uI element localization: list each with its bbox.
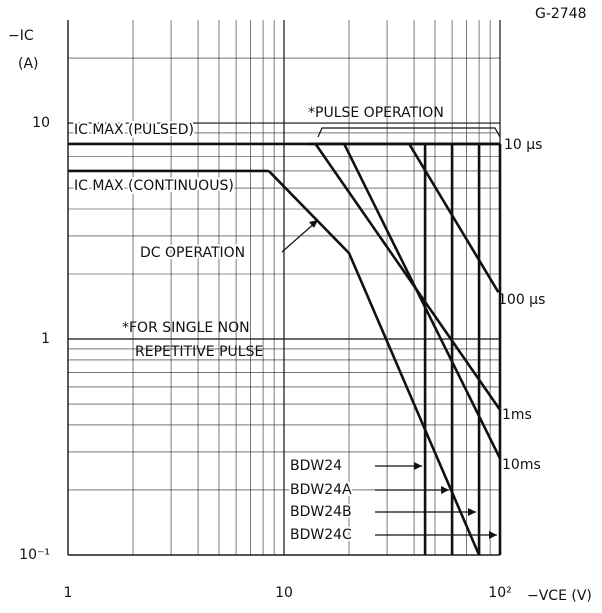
arrow-head	[489, 531, 497, 539]
arrow-head	[309, 220, 318, 228]
x-tick-label: 10²	[488, 585, 511, 601]
curve	[314, 143, 502, 411]
series-label: IC MAX (PULSED)	[74, 122, 194, 138]
series-label: BDW24B	[290, 504, 352, 520]
arrow	[281, 221, 317, 253]
arrow-head	[468, 508, 477, 516]
series-label: DC OPERATION	[140, 245, 245, 261]
series-label: BDW24A	[290, 482, 352, 498]
series-label: 10ms	[502, 457, 541, 473]
annotation: *FOR SINGLE NON	[122, 320, 250, 336]
annotation: REPETITIVE PULSE	[135, 344, 263, 360]
curve	[343, 143, 502, 460]
arrow-head	[441, 486, 450, 494]
series-label: 1ms	[502, 407, 532, 423]
y-tick-label: 10⁻¹	[19, 547, 50, 563]
x-axis-label: −VCE (V)	[527, 588, 592, 604]
curve	[267, 170, 481, 556]
series-label: 10 μs	[504, 137, 542, 153]
arrow-head	[414, 462, 423, 470]
annotation: *PULSE OPERATION	[308, 105, 444, 121]
x-tick-label: 10	[275, 585, 293, 601]
figure-code: G-2748	[535, 6, 587, 22]
y-tick-label: 10	[32, 115, 50, 131]
series-label: BDW24	[290, 458, 342, 474]
y-axis-unit: (A)	[18, 56, 39, 72]
y-tick-label: 1	[41, 331, 50, 347]
series-label: IC MAX (CONTINUOUS)	[74, 178, 234, 194]
y-axis-label: −IC	[8, 28, 34, 44]
curve	[408, 143, 502, 296]
x-tick-label: 1	[64, 585, 73, 601]
series-label: 100 μs	[498, 292, 545, 308]
bracket	[317, 127, 501, 138]
series-label: BDW24C	[290, 527, 352, 543]
